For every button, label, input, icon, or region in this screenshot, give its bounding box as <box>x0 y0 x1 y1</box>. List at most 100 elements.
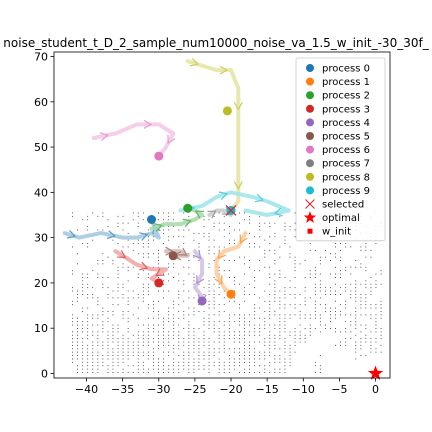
sample-dot <box>218 338 220 340</box>
legend-label: process 1 <box>322 77 370 88</box>
sample-dot <box>325 287 326 289</box>
sample-dot <box>72 300 73 302</box>
sample-dot <box>223 260 225 261</box>
sample-dot <box>168 338 170 340</box>
sample-dot <box>158 368 159 370</box>
sample-dot <box>198 311 200 312</box>
sample-dot <box>183 212 185 214</box>
sample-dot <box>309 328 311 329</box>
selected-marker <box>225 205 237 216</box>
sample-dot <box>203 368 205 370</box>
sample-dot <box>360 294 362 295</box>
sample-dot <box>147 294 149 295</box>
direction-arrow <box>233 102 243 111</box>
sample-dot <box>274 260 276 261</box>
direction-arrow <box>167 134 176 145</box>
sample-dot <box>218 351 220 353</box>
sample-dot <box>168 341 170 343</box>
sample-dot <box>249 372 250 373</box>
sample-dot <box>77 358 78 360</box>
final-point-process-6 <box>154 151 164 161</box>
sample-dot <box>269 372 271 373</box>
sample-dot <box>132 351 134 353</box>
sample-dot <box>122 344 124 346</box>
sample-dot <box>335 317 336 319</box>
sample-dot <box>274 361 276 363</box>
sample-dot <box>188 266 190 268</box>
sample-dot <box>213 297 215 299</box>
axes-frame <box>53 51 391 379</box>
sample-dot <box>228 365 230 367</box>
sample-dot <box>87 277 89 278</box>
sample-dot <box>178 368 180 370</box>
sample-dot <box>218 321 220 323</box>
sample-dot <box>97 297 99 299</box>
sample-dot <box>249 361 250 363</box>
sample-dot <box>239 304 240 306</box>
sample-dot <box>107 317 109 319</box>
sample-dot <box>137 273 139 275</box>
sample-dot <box>77 317 78 319</box>
sample-dot <box>87 314 89 316</box>
trajectory-line <box>91 122 176 159</box>
sample-dot <box>142 287 144 289</box>
direction-arrow <box>106 230 116 240</box>
sample-dot <box>355 358 357 360</box>
sample-dot <box>102 355 104 356</box>
sample-dot <box>380 344 382 346</box>
sample-dot <box>279 372 281 373</box>
sample-dot <box>122 215 124 217</box>
sample-dot <box>284 321 286 323</box>
sample-dot <box>92 341 94 343</box>
sample-dot <box>269 304 271 306</box>
sample-dot <box>102 263 104 265</box>
sample-dot <box>289 348 291 350</box>
sample-dot <box>193 239 195 241</box>
sample-dot <box>213 304 215 306</box>
sample-dot <box>137 222 139 224</box>
sample-dot <box>228 328 230 329</box>
sample-dot <box>294 331 296 333</box>
sample-dot <box>142 365 144 367</box>
sample-dot <box>208 219 210 221</box>
chart-title: noise_student_t_D_2_sample_num10000_nois… <box>3 36 429 50</box>
sample-dot <box>304 314 306 316</box>
sample-dot <box>330 273 331 275</box>
sample-dot <box>92 361 94 363</box>
sample-dot <box>147 351 149 353</box>
sample-dot <box>188 260 190 261</box>
legend-box <box>295 57 386 242</box>
sample-dot <box>97 351 99 353</box>
sample-dot <box>188 372 190 373</box>
sample-dot <box>325 304 326 306</box>
sample-dot <box>330 311 331 312</box>
sample-dot <box>153 307 154 309</box>
sample-dot <box>188 338 190 340</box>
sample-dot <box>77 365 78 367</box>
sample-dot <box>127 232 129 234</box>
sample-dot <box>218 229 220 231</box>
sample-dot <box>319 263 321 265</box>
trajectory-process-2 <box>149 206 205 232</box>
sample-dot <box>203 344 205 346</box>
sample-dot <box>112 341 114 343</box>
sample-dot <box>330 260 331 261</box>
sample-dot <box>92 331 94 333</box>
sample-dot <box>375 328 377 329</box>
sample-dot <box>380 334 382 336</box>
sample-dot <box>87 321 89 323</box>
sample-dot <box>173 334 175 336</box>
sample-dot <box>279 314 281 316</box>
sample-dot <box>153 351 154 353</box>
sample-dot <box>223 270 225 272</box>
sample-dot <box>254 246 256 248</box>
legend-marker <box>306 132 314 140</box>
sample-dot <box>325 328 326 329</box>
sample-dot <box>72 317 73 319</box>
direction-arrow <box>189 57 199 67</box>
sample-dot <box>173 212 175 214</box>
sample-dot <box>345 341 347 343</box>
sample-dot <box>173 324 175 326</box>
sample-dot <box>254 317 256 319</box>
